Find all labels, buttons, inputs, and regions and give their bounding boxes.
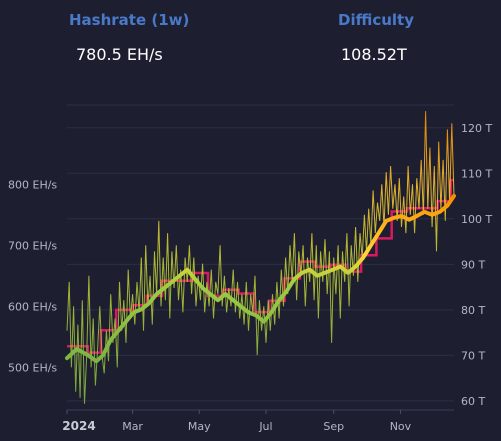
- hashrate-average-line: [65, 193, 456, 364]
- left-tick-label: 500 EH/s: [8, 361, 57, 374]
- difficulty-stat: Difficulty 108.52T: [338, 11, 414, 64]
- right-tick-label: 110 T: [461, 167, 492, 180]
- x-tick-label: Mar: [122, 420, 143, 433]
- x-tick-label: Nov: [390, 420, 412, 433]
- hashrate-stat: Hashrate (1w) 780.5 EH/s: [69, 11, 190, 64]
- difficulty-step-line: [67, 178, 454, 354]
- right-tick-label: 90 T: [461, 258, 485, 271]
- hashrate-daily-line: [66, 111, 455, 404]
- right-tick-label: 70 T: [461, 349, 485, 362]
- right-tick-label: 120 T: [461, 122, 492, 135]
- right-tick-label: 60 T: [461, 395, 485, 408]
- left-tick-label: 700 EH/s: [8, 239, 57, 252]
- chart-series: [65, 111, 456, 404]
- left-tick-label: 800 EH/s: [8, 178, 57, 191]
- right-tick-label: 100 T: [461, 213, 492, 226]
- difficulty-title: Difficulty: [338, 11, 414, 29]
- left-axis-ticks: 500 EH/s 600 EH/s 700 EH/s 800 EH/s: [8, 178, 57, 374]
- left-tick-label: 600 EH/s: [8, 300, 57, 313]
- difficulty-value: 108.52T: [341, 45, 407, 64]
- x-tick-label: May: [188, 420, 211, 433]
- grid-lines: [67, 104, 454, 411]
- x-tick-label: Sep: [323, 420, 344, 433]
- x-axis-ticks: 2024 Mar May Jul Sep Nov: [62, 410, 412, 433]
- hashrate-value: 780.5 EH/s: [76, 45, 163, 64]
- x-tick-label: Jul: [258, 420, 272, 433]
- hashrate-title: Hashrate (1w): [69, 11, 190, 29]
- right-tick-label: 80 T: [461, 304, 485, 317]
- right-axis-ticks: 60 T 70 T 80 T 90 T 100 T 110 T 120 T: [461, 122, 492, 408]
- x-tick-label: 2024: [62, 419, 95, 433]
